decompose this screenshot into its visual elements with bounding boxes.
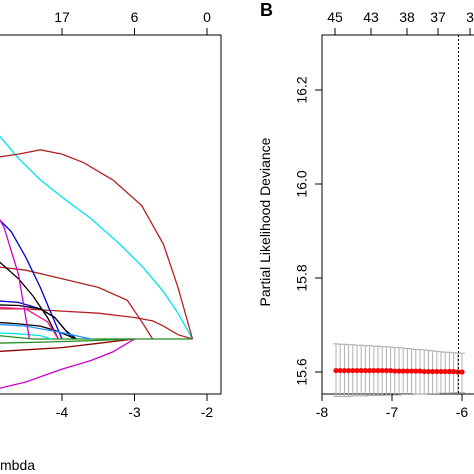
panel-b-y-tick-label: 16.2 [294,76,310,103]
panel-a-top-tick-label: 6 [131,9,139,25]
deviance-point [371,367,377,374]
deviance-point [346,367,352,374]
coefficient-path-8 [0,304,77,340]
deviance-point [425,368,431,375]
coefficient-path-9 [0,321,77,340]
deviance-point [434,368,440,375]
deviance-point [421,368,427,375]
deviance-point [379,367,385,374]
panel-b-top-tick-label: 3 [466,9,474,25]
deviance-point [459,369,465,375]
panel-a-x-axis-title: mbda [0,457,35,473]
deviance-point [333,367,339,374]
deviance-point [455,369,461,375]
panel-b-points [333,367,465,375]
coefficient-path-4 [0,266,154,340]
panel-a-plot-frame [0,34,222,395]
deviance-point [341,367,347,374]
panel-a-top-tick-label: 0 [203,9,211,25]
panel-b-error-bars [333,343,465,397]
coefficient-path-5 [0,219,63,340]
panel-b-plot-frame [321,34,474,395]
coefficient-path-14 [0,338,135,352]
coefficient-path-1 [0,135,194,340]
coefficient-path-7 [0,261,59,340]
coefficient-path-11 [0,338,135,389]
coefficient-path-15 [0,338,135,344]
deviance-point [442,368,448,375]
deviance-point [375,367,381,374]
panel-b-y-tick-label: 15.8 [294,264,310,291]
panel-b-y-axis-title: Partial Likelihood Deviance [257,137,273,306]
deviance-point [350,367,356,374]
deviance-point [413,368,419,374]
deviance-point [446,368,452,375]
coefficient-path-10 [0,335,193,340]
panel-b-top-tick-label: 37 [430,9,446,25]
deviance-point [451,368,457,375]
deviance-point [438,368,444,375]
deviance-point [400,368,406,374]
panel-b-top-axis: 45 43 38 37 3 [327,9,474,35]
panel-a-x-tick-label: -4 [56,404,69,420]
panel-b-y-tick-label: 16.0 [294,170,310,197]
panel-a-top-tick-label: 17 [54,9,70,25]
panel-b-y-tick-label: 15.6 [294,358,310,385]
panel-a-bottom-axis: -4 -3 -2 [56,394,214,420]
panel-b-x-tick-label: -7 [386,404,399,420]
panel-a: 17 6 0 -4 -3 -2 mbda [0,9,222,473]
panel-b: B 15.6 15.8 16.0 16.2 -8 -7 -6 45 43 38 37 3 Part… [257,0,474,420]
coefficient-path-17 [0,218,31,340]
deviance-point [362,367,368,374]
coefficient-path-3 [0,308,193,340]
panel-a-top-axis: 17 6 0 [54,9,211,35]
deviance-point [409,368,415,374]
deviance-point [383,367,389,374]
panel-b-top-tick-label: 43 [363,9,379,25]
deviance-point [354,367,360,374]
coefficient-path-2 [0,149,194,340]
deviance-point [404,368,410,374]
deviance-point [430,368,436,375]
deviance-point [367,367,373,374]
panel-a-x-tick-label: -2 [201,404,214,420]
panel-b-letter: B [260,0,273,20]
panel-a-coefficient-paths [0,135,194,389]
panel-b-x-axis: -8 -7 -6 [316,394,469,420]
deviance-point [417,368,423,374]
panel-b-x-tick-label: -6 [456,404,469,420]
panel-b-top-tick-label: 38 [399,9,415,25]
deviance-point [358,367,364,374]
deviance-point [396,368,402,374]
deviance-point [337,367,343,374]
panel-b-top-tick-label: 45 [327,9,343,25]
panel-b-y-axis: 15.6 15.8 16.0 16.2 [294,76,322,386]
deviance-point [388,367,394,374]
coefficient-path-16 [0,332,52,340]
panel-a-x-tick-label: -3 [128,404,141,420]
deviance-point [392,368,398,374]
panel-b-x-tick-label: -8 [316,404,329,420]
coefficient-path-13 [0,323,92,340]
